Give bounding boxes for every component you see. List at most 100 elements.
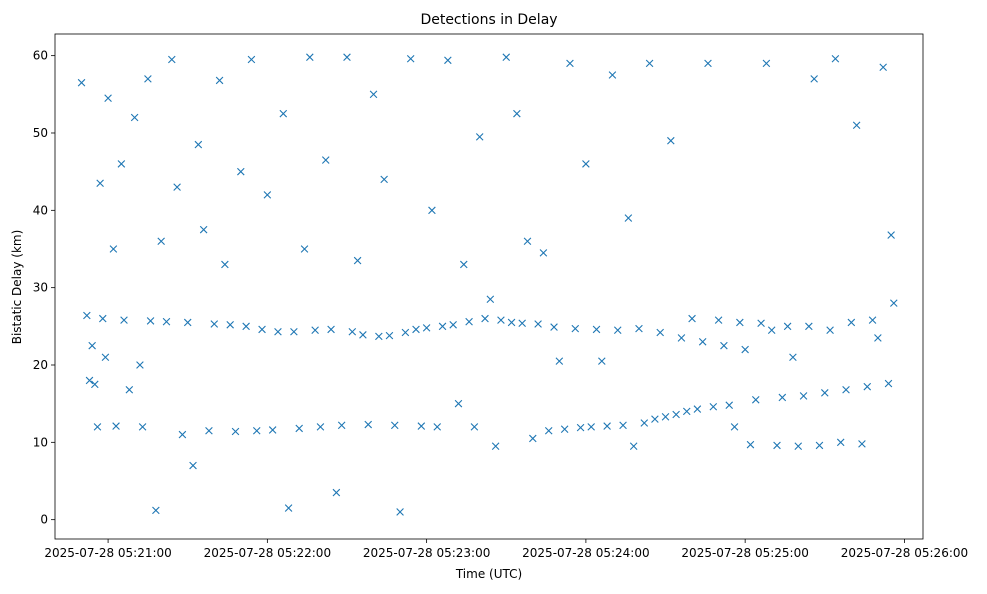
- data-point-marker: [120, 316, 128, 324]
- data-point-marker: [146, 317, 155, 325]
- data-point-marker: [364, 420, 373, 429]
- data-point-marker: [518, 319, 526, 328]
- data-point-marker: [422, 324, 431, 332]
- data-point-marker: [117, 160, 126, 168]
- data-point-marker: [757, 319, 765, 328]
- data-point-marker: [274, 327, 282, 336]
- y-axis-label: Bistatic Delay (km): [10, 230, 24, 345]
- x-tick-label: 2025-07-28 05:24:00: [522, 546, 649, 560]
- data-point-marker: [428, 206, 436, 215]
- data-point-marker: [592, 325, 601, 334]
- data-point-marker: [523, 237, 532, 246]
- data-point-marker: [268, 426, 277, 434]
- data-point-marker: [805, 322, 813, 331]
- data-point-marker: [640, 419, 649, 427]
- data-point-marker: [847, 318, 856, 327]
- data-point-marker: [868, 316, 877, 324]
- data-point-marker: [645, 59, 654, 68]
- data-point-marker: [194, 140, 203, 149]
- data-point-marker: [226, 320, 234, 329]
- data-point-marker: [199, 225, 208, 234]
- data-point-marker: [629, 442, 638, 450]
- data-point-marker: [369, 90, 378, 99]
- data-point-marker: [396, 508, 404, 516]
- data-point-marker: [380, 175, 388, 184]
- data-point-marker: [661, 413, 670, 421]
- data-point-marker: [720, 341, 728, 350]
- data-point-marker: [858, 440, 866, 448]
- data-point-marker: [327, 325, 335, 334]
- x-tick-label: 2025-07-28 05:25:00: [681, 546, 808, 560]
- y-tick-label: 40: [33, 203, 48, 217]
- data-point-marker: [555, 357, 564, 365]
- data-point-marker: [560, 425, 569, 433]
- data-point-marker: [438, 322, 447, 331]
- data-point-marker: [96, 179, 104, 188]
- data-point-marker: [85, 376, 94, 385]
- data-point-marker: [576, 423, 585, 432]
- data-point-marker: [237, 167, 245, 176]
- y-tick-label: 10: [33, 435, 48, 449]
- data-point-marker: [539, 249, 548, 257]
- data-point-marker: [401, 328, 410, 337]
- data-point-marker: [879, 63, 887, 72]
- data-point-marker: [794, 442, 803, 450]
- data-point-marker: [481, 314, 489, 323]
- data-point-marker: [863, 382, 872, 391]
- data-point-marker: [247, 55, 256, 64]
- data-point-marker: [529, 434, 537, 443]
- data-point-marker: [101, 353, 110, 362]
- y-tick-label: 30: [33, 281, 48, 295]
- data-point-marker: [635, 324, 643, 333]
- data-point-marker: [178, 430, 187, 439]
- data-point-marker: [852, 121, 861, 130]
- data-point-marker: [693, 405, 702, 413]
- data-point-marker: [183, 318, 192, 327]
- plot-frame: [54, 33, 924, 540]
- data-point-marker: [603, 422, 611, 430]
- data-point-marker: [93, 423, 102, 431]
- data-point-marker: [157, 237, 165, 246]
- data-point-marker: [762, 59, 771, 68]
- data-point-marker: [359, 331, 367, 339]
- data-point-marker: [582, 160, 590, 168]
- data-point-marker: [714, 316, 723, 324]
- data-point-marker: [348, 327, 357, 336]
- data-point-marker: [454, 399, 463, 408]
- data-point-marker: [306, 53, 314, 61]
- y-tick-label: 20: [33, 358, 48, 372]
- x-tick-label: 2025-07-28 05:22:00: [204, 546, 331, 560]
- data-point-marker: [741, 345, 749, 354]
- data-point-marker: [385, 331, 394, 340]
- data-point-marker: [263, 191, 272, 199]
- data-point-marker: [730, 423, 739, 431]
- data-point-marker: [290, 327, 298, 336]
- data-point-marker: [587, 423, 595, 431]
- data-point-marker: [736, 318, 744, 327]
- data-point-marker: [332, 488, 341, 497]
- data-point-marker: [210, 320, 219, 328]
- data-point-marker: [667, 136, 675, 145]
- data-point-marker: [390, 421, 399, 430]
- data-point-marker: [513, 109, 521, 118]
- data-point-marker: [682, 407, 691, 416]
- data-point-marker: [677, 334, 686, 342]
- data-point-marker: [887, 231, 895, 239]
- data-point-marker: [343, 53, 351, 61]
- data-point-marker: [874, 334, 882, 342]
- data-point-marker: [252, 426, 261, 435]
- data-point-marker: [88, 341, 96, 350]
- data-point-marker: [502, 53, 511, 61]
- data-point-marker: [534, 320, 542, 328]
- data-point-marker: [619, 421, 627, 430]
- data-point-marker: [130, 113, 139, 122]
- x-tick-label: 2025-07-28 05:26:00: [841, 546, 968, 560]
- data-point-marker: [375, 332, 383, 341]
- data-point-marker: [789, 353, 797, 362]
- data-point-marker: [491, 442, 500, 450]
- data-point-marker: [353, 256, 362, 265]
- data-point-marker: [842, 385, 850, 394]
- data-point-marker: [449, 320, 457, 329]
- data-point-marker: [406, 54, 415, 63]
- data-point-marker: [783, 322, 792, 331]
